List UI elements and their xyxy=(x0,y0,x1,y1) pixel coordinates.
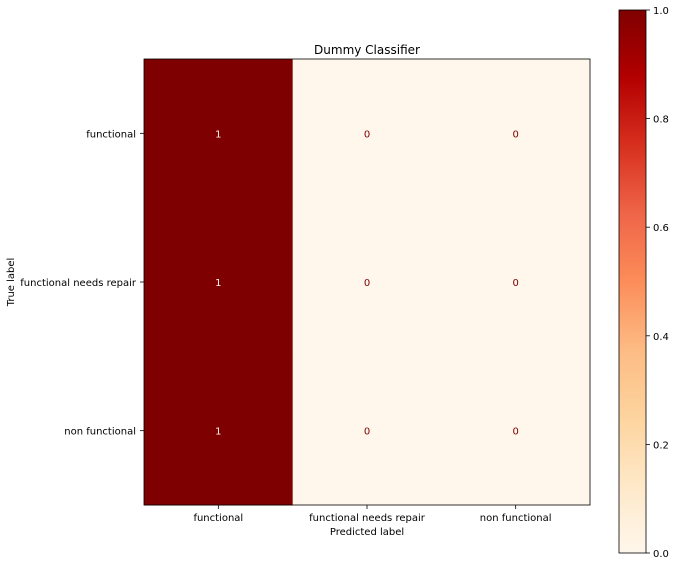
y-tick-label: non functional xyxy=(64,427,136,438)
x-tick-label: functional xyxy=(193,513,243,524)
cell-value-label: 1 xyxy=(215,129,221,140)
x-tick-label: functional needs repair xyxy=(309,513,426,524)
heatmap-cell xyxy=(144,59,294,209)
heatmap-cell xyxy=(144,207,294,357)
heatmap-cell xyxy=(144,356,294,506)
x-tick-label: non functional xyxy=(480,513,552,524)
colorbar-tick-label: 0.8 xyxy=(653,115,669,126)
chart-title: Dummy Classifier xyxy=(314,43,420,57)
heatmap-cell-labels: 1 0 0 1 0 0 1 0 0 xyxy=(215,129,519,437)
heatmap-cell xyxy=(441,207,591,357)
colorbar-tick-label: 0.6 xyxy=(653,223,669,234)
cell-value-label: 0 xyxy=(512,129,518,140)
cell-value-label: 0 xyxy=(364,278,370,289)
y-tick-label: functional xyxy=(86,129,136,140)
x-axis-label: Predicted label xyxy=(330,527,404,538)
heatmap-cell xyxy=(441,59,591,209)
colorbar xyxy=(618,9,647,554)
heatmap-cell xyxy=(292,207,442,357)
y-tick-label: functional needs repair xyxy=(20,278,137,289)
colorbar-ticks: 0.0 0.2 0.4 0.6 0.8 1.0 xyxy=(646,6,669,560)
heatmap-cell xyxy=(292,59,442,209)
cell-value-label: 0 xyxy=(512,278,518,289)
x-axis-ticks: functional functional needs repair non fun… xyxy=(193,505,552,524)
cell-value-label: 0 xyxy=(364,129,370,140)
colorbar-tick-label: 0.0 xyxy=(653,549,669,560)
y-axis-ticks: functional functional needs repair non fun… xyxy=(20,129,144,438)
y-axis-label: True label xyxy=(6,258,17,308)
heatmap-cell xyxy=(441,356,591,506)
heatmap-cell xyxy=(292,356,442,506)
cell-value-label: 1 xyxy=(215,278,221,289)
colorbar-tick-label: 0.4 xyxy=(653,332,669,343)
cell-value-label: 0 xyxy=(512,427,518,438)
colorbar-tick-label: 0.2 xyxy=(653,440,669,451)
heatmap-cells xyxy=(144,59,591,506)
cell-value-label: 1 xyxy=(215,427,221,438)
cell-value-label: 0 xyxy=(364,427,370,438)
colorbar-tick-label: 1.0 xyxy=(653,6,669,17)
